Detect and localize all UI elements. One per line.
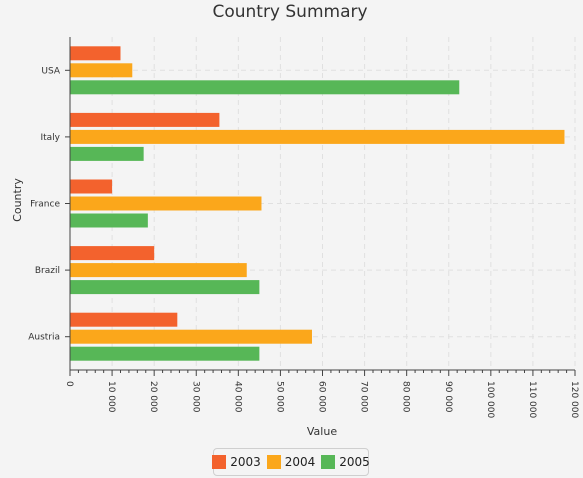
x-tick-label: 110 000 — [527, 381, 537, 418]
legend-swatch — [266, 455, 281, 469]
legend-item-2004: 2004 — [266, 455, 316, 469]
x-tick-label: 10 000 — [106, 381, 116, 413]
x-tick-label: 20 000 — [148, 381, 158, 413]
x-tick-label: 60 000 — [317, 381, 327, 413]
x-tick-label: 50 000 — [274, 381, 284, 413]
legend-item-2005: 2005 — [321, 455, 370, 469]
chart-legend: 2003 2004 2005 — [212, 448, 370, 476]
y-tick-label: France — [30, 200, 60, 210]
y-axis-label: Country — [11, 178, 24, 222]
bar-usa-2003 — [70, 46, 121, 61]
bar-italy-2005 — [70, 146, 144, 161]
bar-austria-2003 — [70, 312, 178, 327]
bar-france-2005 — [70, 213, 148, 228]
legend-label: 2003 — [230, 455, 261, 469]
x-tick-label: 90 000 — [443, 381, 453, 413]
bar-brazil-2004 — [70, 263, 247, 278]
legend-swatch — [212, 455, 227, 469]
legend-label: 2005 — [339, 455, 370, 469]
x-tick-label: 0 — [64, 381, 74, 387]
bar-usa-2004 — [70, 63, 133, 78]
bar-austria-2004 — [70, 329, 312, 344]
x-tick-label: 120 000 — [569, 381, 579, 418]
x-tick-label: 70 000 — [359, 381, 369, 413]
legend-item-2003: 2003 — [212, 455, 261, 469]
bar-france-2004 — [70, 196, 262, 211]
legend-label: 2004 — [284, 455, 316, 469]
bar-brazil-2003 — [70, 246, 155, 261]
x-tick-label: 40 000 — [232, 381, 242, 413]
legend-swatch — [321, 455, 336, 469]
bar-italy-2004 — [70, 129, 565, 144]
y-tick-label: Brazil — [35, 266, 60, 276]
x-tick-label: 30 000 — [190, 381, 200, 413]
y-tick-label: Austria — [28, 333, 60, 343]
bar-italy-2003 — [70, 112, 220, 127]
x-axis-label: Value — [307, 425, 337, 438]
bars — [70, 46, 565, 361]
y-tick-label: USA — [41, 66, 60, 76]
x-tick-label: 80 000 — [401, 381, 411, 413]
chart-title: Country Summary — [212, 2, 367, 22]
bar-brazil-2005 — [70, 280, 260, 295]
x-tick-label: 100 000 — [485, 381, 495, 418]
bar-austria-2005 — [70, 346, 260, 361]
bar-usa-2005 — [70, 80, 460, 95]
axes: USA Italy France Brazil Austria 0 10 000 20 000… — [28, 37, 579, 418]
bar-chart: Country Summary Country Value USA Italy Fr… — [11, 2, 579, 438]
y-tick-label: Italy — [40, 133, 60, 143]
bar-france-2003 — [70, 179, 113, 194]
